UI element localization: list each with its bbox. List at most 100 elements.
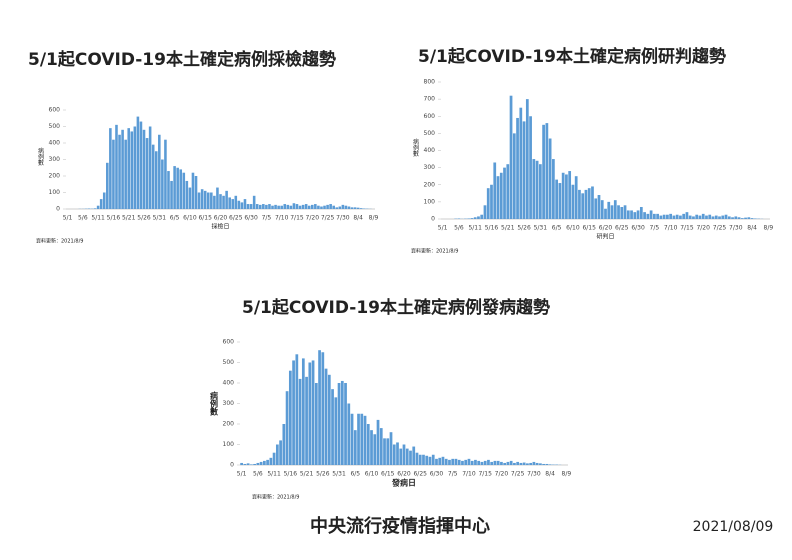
bar [548, 464, 552, 465]
bar [127, 128, 131, 209]
x-tick-label: 7/20 [306, 215, 320, 222]
bar [115, 124, 118, 209]
bar [353, 430, 357, 465]
bar [93, 208, 97, 209]
bar [262, 204, 265, 209]
bar [422, 454, 425, 465]
bar [500, 461, 503, 465]
bar [133, 126, 137, 209]
chart-title: 5/1起COVID-19本土確定病例研判趨勢 [418, 46, 726, 67]
bar [610, 205, 614, 219]
bar [344, 383, 347, 465]
bar [280, 205, 283, 209]
bar [574, 176, 578, 219]
x-tick-label: 5/16 [107, 215, 121, 222]
y-tick-label: 0 [230, 462, 234, 469]
x-tick-label: 7/5 [262, 215, 272, 222]
bar [396, 442, 399, 465]
bar [737, 217, 741, 219]
y-axis-label: 病例數 [210, 391, 219, 417]
bar [525, 99, 529, 219]
bar [568, 171, 572, 219]
x-tick-label: 7/5 [448, 471, 458, 478]
bar [503, 462, 507, 465]
x-tick-label: 6/25 [413, 471, 427, 478]
x-tick-label: 8/4 [747, 225, 757, 232]
bar [271, 205, 274, 209]
y-tick-label: 100 [49, 189, 61, 196]
bar [314, 204, 317, 209]
bar [332, 205, 335, 209]
y-tick-label: 700 [424, 96, 436, 103]
bar [246, 204, 250, 209]
bar [376, 419, 380, 465]
bar [341, 204, 345, 209]
bar [295, 204, 299, 209]
bar [418, 454, 422, 465]
bar [102, 192, 106, 209]
bar [509, 95, 513, 219]
bar [353, 207, 357, 209]
y-tick-label: 300 [424, 164, 436, 171]
x-tick-label: 5/26 [517, 225, 531, 232]
bar [483, 205, 487, 219]
bar [480, 461, 484, 465]
bar [250, 464, 253, 465]
y-tick-label: 400 [424, 147, 436, 154]
bar [274, 204, 277, 209]
x-tick-label: 5/31 [534, 225, 548, 232]
x-tick-label: 7/30 [729, 225, 743, 232]
bar [383, 438, 386, 465]
bar [643, 212, 646, 219]
bar [277, 205, 280, 209]
x-tick-label: 6/25 [615, 225, 629, 232]
x-tick-label: 7/25 [321, 215, 335, 222]
update-note: 資料更新：2021/8/9 [36, 238, 83, 245]
bar [662, 214, 666, 219]
x-tick-label: 5/6 [454, 225, 464, 232]
x-tick-label: 6/15 [582, 225, 596, 232]
bar [142, 129, 146, 209]
bar [409, 450, 412, 465]
bar [679, 215, 682, 219]
bar [636, 210, 640, 219]
bar [724, 214, 728, 219]
bar [213, 195, 216, 209]
bar [522, 462, 526, 465]
bar [519, 462, 523, 465]
bar [194, 176, 198, 209]
x-tick-label: 7/20 [696, 225, 710, 232]
bar [356, 207, 360, 209]
bar [516, 461, 520, 465]
y-tick-label: 100 [223, 441, 235, 448]
bar [672, 215, 676, 219]
bar [493, 460, 497, 465]
bar [646, 213, 650, 219]
bar [714, 215, 718, 219]
bar [295, 354, 299, 465]
bar [493, 162, 497, 219]
x-tick-label: 5/26 [137, 215, 151, 222]
bar [307, 205, 311, 209]
bar [701, 213, 705, 219]
x-tick-label: 6/20 [397, 471, 411, 478]
bar [265, 204, 268, 209]
bar [317, 205, 320, 209]
bar [253, 463, 256, 465]
bar [496, 460, 500, 465]
bar [292, 203, 296, 209]
bar [246, 463, 250, 465]
y-tick-label: 200 [223, 421, 235, 428]
bar [708, 214, 712, 219]
bar [228, 197, 231, 209]
bar [682, 213, 686, 219]
bar [565, 174, 568, 219]
x-tick-label: 6/25 [229, 215, 243, 222]
x-tick-label: 7/15 [680, 225, 694, 232]
x-tick-label: 6/20 [214, 215, 228, 222]
x-tick-label: 6/5 [552, 225, 562, 232]
bar [188, 187, 192, 209]
bar [298, 378, 302, 465]
y-tick-label: 600 [49, 107, 61, 114]
